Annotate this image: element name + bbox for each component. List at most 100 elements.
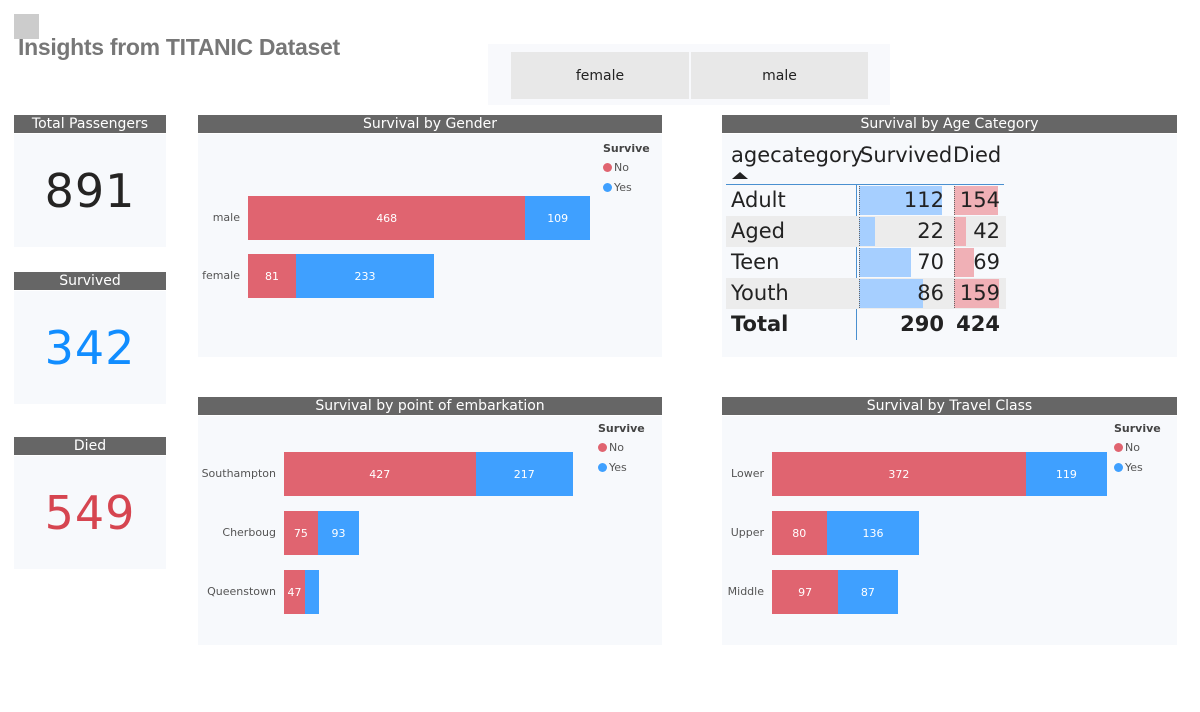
kpi-total-value: 891: [14, 134, 166, 247]
category-label: Middle: [727, 585, 764, 598]
col-header-died[interactable]: Died: [953, 143, 1002, 167]
bar-yes[interactable]: [305, 570, 319, 614]
total-survived: 290: [900, 312, 944, 336]
embark-chart: Southampton 427 217 Cherboug 75 93 Queenstown 4…: [198, 416, 662, 645]
legend-dot-icon: [598, 463, 607, 472]
data-label: 97: [798, 585, 813, 599]
slicer-option-female[interactable]: female: [511, 52, 689, 99]
data-label: 119: [1055, 467, 1077, 481]
gender-slicer: female male: [488, 44, 890, 105]
legend-item-no[interactable]: No: [603, 161, 650, 174]
legend-dot-icon: [603, 163, 612, 172]
legend-label: No: [609, 441, 624, 454]
legend-title: Survive: [603, 142, 650, 155]
table-row[interactable]: Adult 112 154: [726, 185, 1006, 216]
legend-item-yes[interactable]: Yes: [603, 181, 650, 194]
legend-item-no[interactable]: No: [598, 441, 645, 454]
kpi-total-header: Total Passengers: [14, 115, 166, 133]
cell-agecategory: Adult: [731, 188, 786, 212]
total-label: Total: [731, 312, 789, 336]
bar-yes[interactable]: 119: [1025, 452, 1107, 496]
bar-yes[interactable]: 217: [475, 452, 573, 496]
embark-chart-title: Survival by point of embarkation: [198, 397, 662, 415]
bar-no[interactable]: 468: [248, 196, 526, 240]
data-label: 93: [331, 526, 346, 540]
category-label: Southampton: [201, 467, 276, 480]
gender-chart: male 468 109 female 81 233 Survive No Yes: [198, 134, 662, 357]
kpi-died-value: 549: [14, 456, 166, 569]
col-header-survived[interactable]: Survived: [860, 143, 953, 167]
died-data-bar: [954, 217, 966, 246]
cell-survived: 22: [917, 219, 944, 243]
legend-label: No: [1125, 441, 1140, 454]
legend: Survive No Yes: [598, 422, 645, 481]
bar-yes[interactable]: 233: [296, 254, 435, 298]
data-label: 80: [792, 526, 807, 540]
table-row[interactable]: Aged 22 42: [726, 216, 1006, 247]
category-label: female: [202, 269, 240, 282]
died-data-bar: [954, 248, 974, 277]
page-title: Insights from TITANIC Dataset: [18, 34, 340, 60]
age-table-title: Survival by Age Category: [722, 115, 1177, 133]
bar-yes[interactable]: 93: [317, 511, 360, 555]
bar-no[interactable]: 47: [284, 570, 306, 614]
data-label: 47: [287, 585, 302, 599]
legend-dot-icon: [598, 443, 607, 452]
data-label: 217: [513, 467, 535, 481]
cell-agecategory: Youth: [731, 281, 789, 305]
bar-no[interactable]: 81: [248, 254, 296, 298]
data-label: 136: [862, 526, 884, 540]
bar-no[interactable]: 427: [284, 452, 476, 496]
slicer-option-male[interactable]: male: [691, 52, 868, 99]
died-data-bar: [954, 186, 998, 215]
total-died: 424: [956, 312, 1000, 336]
cell-agecategory: Aged: [731, 219, 785, 243]
cell-survived: 112: [903, 188, 944, 212]
legend-dot-icon: [1114, 443, 1123, 452]
legend: Survive No Yes: [1114, 422, 1161, 481]
category-label: Lower: [731, 467, 764, 480]
data-label: 372: [888, 467, 910, 481]
died-data-bar: [954, 279, 999, 308]
data-label: 75: [293, 526, 308, 540]
legend-label: Yes: [1125, 461, 1143, 474]
cell-agecategory: Teen: [731, 250, 780, 274]
survived-data-bar: [859, 248, 911, 277]
legend-dot-icon: [603, 183, 612, 192]
data-label: 109: [547, 211, 569, 225]
survived-data-bar: [859, 279, 923, 308]
bar-no[interactable]: 75: [284, 511, 318, 555]
column-divider: [856, 184, 857, 340]
cell-died: 154: [959, 188, 1000, 212]
legend-item-yes[interactable]: Yes: [598, 461, 645, 474]
cell-survived: 70: [917, 250, 944, 274]
legend-title: Survive: [598, 422, 645, 435]
bar-no[interactable]: 80: [772, 511, 827, 555]
bar-yes[interactable]: 109: [525, 196, 590, 240]
legend-item-yes[interactable]: Yes: [1114, 461, 1161, 474]
category-label: Cherboug: [222, 526, 276, 539]
table-total-row: Total 290 424: [726, 309, 1006, 340]
table-row[interactable]: Youth 86 159: [726, 278, 1006, 309]
bar-no[interactable]: 97: [772, 570, 839, 614]
legend-dot-icon: [1114, 463, 1123, 472]
cell-died: 42: [973, 219, 1000, 243]
cell-survived: 86: [917, 281, 944, 305]
legend-label: Yes: [609, 461, 627, 474]
logo: [14, 14, 39, 39]
col-header-agecategory[interactable]: agecategory: [731, 143, 863, 167]
survived-data-bar: [859, 217, 876, 246]
bar-no[interactable]: 372: [772, 452, 1026, 496]
table-row[interactable]: Teen 70 69: [726, 247, 1006, 278]
age-table: agecategory Survived Died Adult 112 154 Age…: [726, 140, 1016, 350]
class-chart: Lower 372 119 Upper 80 136 Middle 97 87 Survive No…: [722, 416, 1177, 645]
kpi-survived-value: 342: [14, 291, 166, 404]
legend: Survive No Yes: [603, 142, 650, 201]
legend-title: Survive: [1114, 422, 1161, 435]
cell-died: 159: [959, 281, 1000, 305]
bar-yes[interactable]: 136: [826, 511, 920, 555]
data-label: 87: [860, 585, 875, 599]
bar-yes[interactable]: 87: [838, 570, 898, 614]
legend-item-no[interactable]: No: [1114, 441, 1161, 454]
kpi-died-header: Died: [14, 437, 166, 455]
